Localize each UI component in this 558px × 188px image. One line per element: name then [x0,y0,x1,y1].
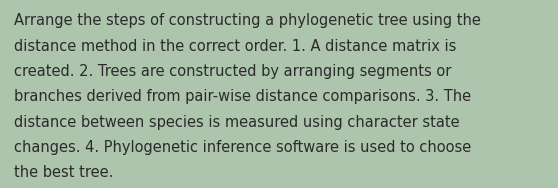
Text: the best tree.: the best tree. [14,165,113,180]
Text: Arrange the steps of constructing a phylogenetic tree using the: Arrange the steps of constructing a phyl… [14,13,481,28]
Text: created. 2. Trees are constructed by arranging segments or: created. 2. Trees are constructed by arr… [14,64,451,79]
Text: distance between species is measured using character state: distance between species is measured usi… [14,115,460,130]
Text: branches derived from pair-wise distance comparisons. 3. The: branches derived from pair-wise distance… [14,89,471,104]
Text: changes. 4. Phylogenetic inference software is used to choose: changes. 4. Phylogenetic inference softw… [14,140,472,155]
Text: distance method in the correct order. 1. A distance matrix is: distance method in the correct order. 1.… [14,39,456,54]
